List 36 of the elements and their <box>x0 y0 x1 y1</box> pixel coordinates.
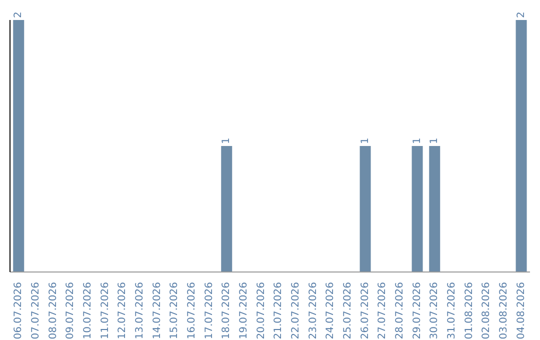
x-tick-label: 03.08.2026 <box>498 282 510 340</box>
x-tick-label: 11.07.2026 <box>100 282 111 340</box>
x-tick-label: 02.08.2026 <box>481 282 492 340</box>
x-tick-label: 24.07.2026 <box>325 282 336 340</box>
x-tick-label: 21.07.2026 <box>273 282 284 340</box>
x-tick-label: 15.07.2026 <box>169 282 180 340</box>
data-label: 1 <box>221 138 232 144</box>
x-tick-label: 01.08.2026 <box>464 282 475 340</box>
x-tick-label: 13.07.2026 <box>134 282 146 340</box>
data-label: 1 <box>360 138 371 144</box>
x-tick-label: 06.07.2026 <box>13 282 24 340</box>
x-tick-label: 10.07.2026 <box>82 282 94 340</box>
x-tick-label: 31.07.2026 <box>446 282 458 340</box>
x-tick-label: 16.07.2026 <box>186 282 198 340</box>
x-tick-label: 14.07.2026 <box>152 282 163 340</box>
data-label: 1 <box>429 138 440 144</box>
data-label: 2 <box>516 12 527 18</box>
x-tick-label: 20.07.2026 <box>256 282 267 340</box>
x-tick-label: 09.07.2026 <box>65 282 76 340</box>
data-label: 2 <box>13 12 24 18</box>
x-tick-label: 29.07.2026 <box>412 282 423 340</box>
x-tick-label: 22.07.2026 <box>290 282 302 340</box>
x-tick-label: 17.07.2026 <box>204 282 215 340</box>
x-tick-label: 25.07.2026 <box>342 282 354 340</box>
x-tick-label: 07.07.2026 <box>30 282 42 340</box>
x-tick-label: 23.07.2026 <box>308 282 319 340</box>
x-tick-label: 30.07.2026 <box>429 282 440 340</box>
x-tick-label: 18.07.2026 <box>221 282 232 340</box>
x-tick-label: 08.07.2026 <box>48 282 59 340</box>
x-tick-label: 12.07.2026 <box>117 282 128 340</box>
x-tick-label: 28.07.2026 <box>394 282 406 340</box>
x-tick-label: 19.07.2026 <box>238 282 250 340</box>
x-tick-label: 04.08.2026 <box>516 282 527 340</box>
data-label: 1 <box>412 138 423 144</box>
x-tick-label: 26.07.2026 <box>360 282 371 340</box>
x-tick-label: 27.07.2026 <box>377 282 388 340</box>
